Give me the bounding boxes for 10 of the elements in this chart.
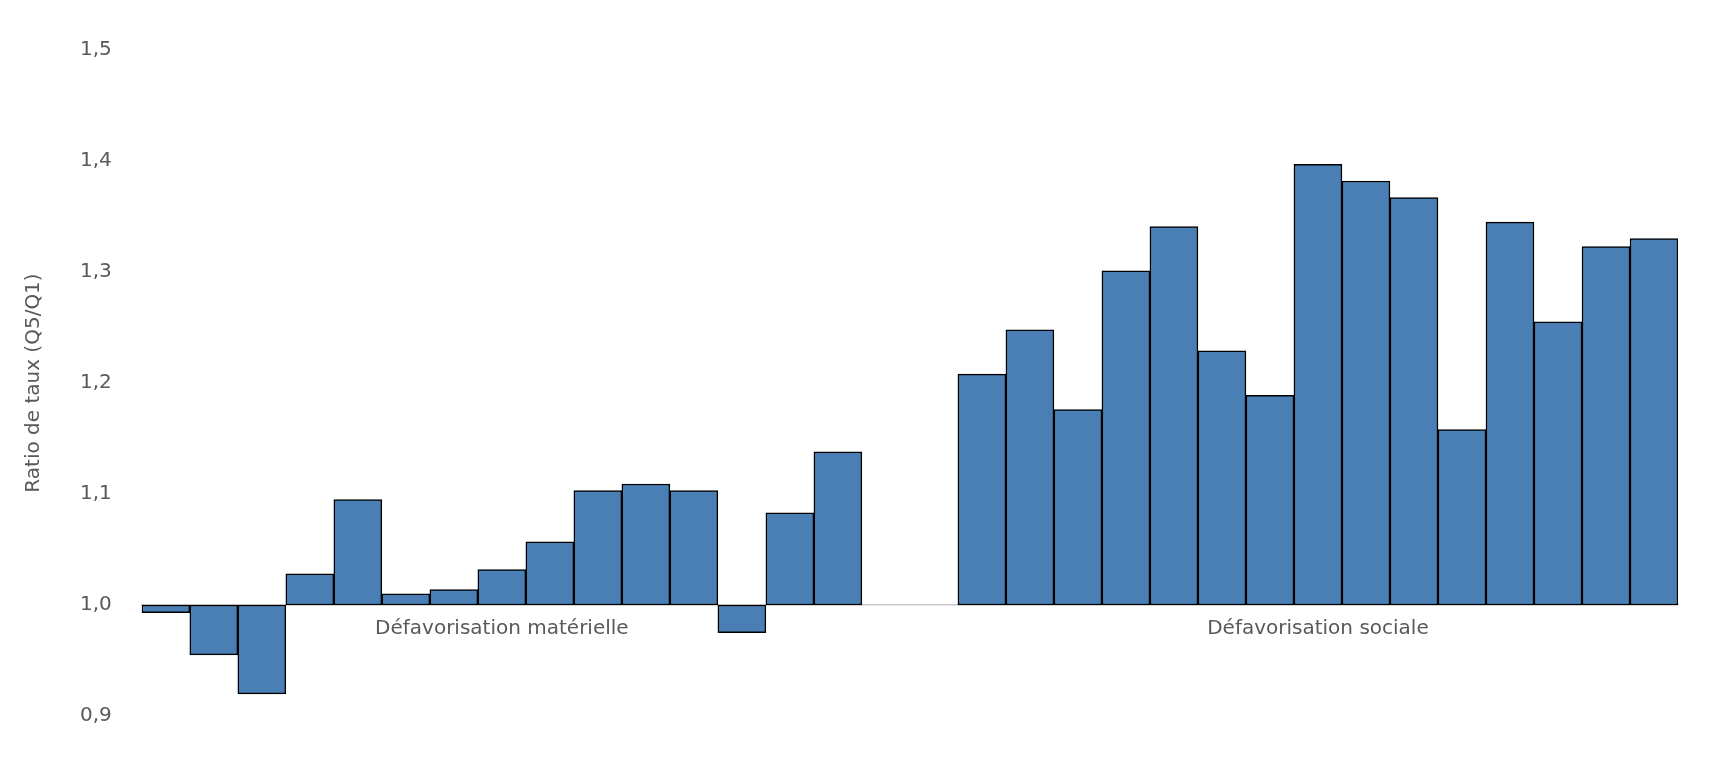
y-axis-title: Ratio de taux (Q5/Q1) [20,273,45,493]
y-tick-label: 1,3 [79,258,112,283]
y-tick-label: 1,5 [79,36,112,61]
x-tick-label: Défavorisation matérielle [375,615,629,640]
y-tick-label: 1,4 [79,147,112,172]
y-tick-label: 1,0 [79,591,112,616]
y-tick-label: 1,2 [79,369,112,394]
x-tick-label: Défavorisation sociale [1207,615,1429,640]
y-tick-label: 1,1 [79,480,112,505]
y-tick-label: 0,9 [79,702,112,727]
